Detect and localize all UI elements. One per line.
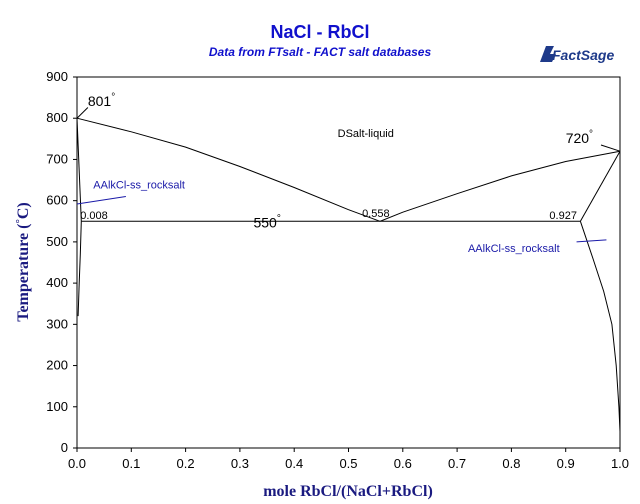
series-solvus-rbcl [579, 221, 621, 432]
series-liquidus-rbcl [379, 150, 621, 222]
phase-label-leader [576, 239, 607, 243]
x-tick-label: 0.5 [339, 456, 357, 471]
y-tick-label: 200 [46, 358, 68, 373]
annotation-leader [76, 107, 89, 119]
phase-label: AAlkCl-ss_rocksalt [468, 243, 560, 255]
y-tick-label: 800 [46, 110, 68, 125]
series-solvus-nacl [77, 221, 82, 317]
series-solidus-nacl [76, 118, 82, 222]
y-axis-title-degree: ° [14, 219, 26, 223]
y-axis-title-main: Temperature ( [15, 224, 32, 322]
logo-text: FactSage [552, 47, 614, 63]
x-tick-label: 0.4 [285, 456, 303, 471]
chart-title: NaCl - RbCl [270, 22, 370, 42]
x-tick-label: 0.8 [502, 456, 520, 471]
annotation-label: 0.008 [80, 210, 108, 222]
annotation-leader [600, 144, 621, 152]
series-liquidus-nacl [76, 117, 381, 222]
annotation-label: 0.558 [362, 208, 390, 220]
y-tick-label: 900 [46, 69, 68, 84]
chart-subtitle: Data from FTsalt - FACT salt databases [208, 45, 432, 59]
x-tick-label: 0.0 [68, 456, 86, 471]
x-tick-label: 0.6 [394, 456, 412, 471]
x-tick-label: 0.7 [448, 456, 466, 471]
y-axis-title: Temperature (°C) [14, 202, 32, 322]
annotation-label: 801° [88, 92, 115, 109]
y-tick-label: 700 [46, 151, 68, 166]
x-tick-label: 0.9 [557, 456, 575, 471]
y-tick-label: 0 [61, 440, 68, 455]
annotation-label: 0.927 [549, 210, 577, 222]
phase-label: AAlkCl-ss_rocksalt [93, 179, 185, 191]
x-tick-label: 0.3 [231, 456, 249, 471]
y-tick-label: 500 [46, 234, 68, 249]
x-tick-label: 0.2 [177, 456, 195, 471]
x-tick-label: 0.1 [122, 456, 140, 471]
y-tick-label: 400 [46, 275, 68, 290]
x-tick-label: 1.0 [611, 456, 629, 471]
phase-label-leader [76, 196, 126, 205]
series-solidus-rbcl [579, 150, 621, 222]
y-axis-title-unit: C) [15, 202, 32, 219]
x-axis-title: mole RbCl/(NaCl+RbCl) [263, 483, 433, 500]
y-tick-label: 100 [46, 399, 68, 414]
annotation-label: DSalt-liquid [338, 128, 394, 140]
annotation-label: 720° [566, 129, 593, 146]
y-tick-label: 300 [46, 316, 68, 331]
annotation-label: 550° [253, 213, 280, 230]
y-tick-label: 600 [46, 193, 68, 208]
factsage-logo: FactSage [540, 46, 614, 63]
